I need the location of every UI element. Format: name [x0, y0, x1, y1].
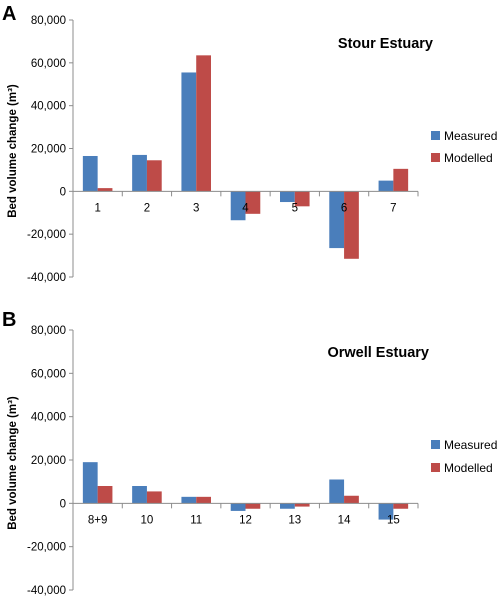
bar-modelled: [245, 503, 261, 509]
bar-measured: [132, 154, 147, 192]
bar-modelled: [393, 168, 409, 192]
legend: Measured Modelled: [431, 129, 497, 165]
y-tick-label: 0: [60, 498, 66, 510]
x-category-label: 12: [239, 514, 252, 526]
x-category-label: 11: [190, 514, 202, 526]
legend-swatch-measured: [431, 131, 440, 140]
x-category-label: 7: [390, 202, 396, 214]
y-tick-label: 80,000: [31, 325, 66, 337]
bar-modelled: [196, 496, 211, 504]
y-tick-label: 20,000: [31, 144, 66, 156]
y-tick-label: 60,000: [31, 368, 66, 380]
x-category-label: 4: [242, 202, 249, 214]
bar-measured: [280, 503, 295, 509]
y-tick-label: 40,000: [31, 101, 66, 113]
bar-measured: [181, 496, 197, 504]
panel-label: B: [2, 309, 16, 331]
chart-title: Orwell Estuary: [327, 345, 429, 361]
bar-measured: [378, 503, 394, 520]
y-tick-label: -40,000: [27, 585, 66, 596]
y-axis-label: Bed volume change (m³): [7, 396, 19, 530]
bar-measured: [181, 72, 197, 192]
legend-swatch-measured: [431, 440, 440, 449]
bar-measured: [82, 462, 98, 504]
bar-modelled: [196, 55, 211, 192]
x-category-label: 14: [338, 514, 351, 526]
bar-modelled: [294, 503, 310, 507]
y-tick-label: 0: [60, 186, 66, 198]
x-category-label: 2: [144, 202, 150, 214]
bar-modelled: [294, 191, 310, 207]
chart-panel-orwell: B Bed volume change (m³) Orwell Estuary …: [2, 309, 497, 596]
bar-measured: [280, 191, 295, 203]
y-axis-label: Bed volume change (m³): [7, 84, 19, 218]
legend-swatch-modelled: [431, 153, 440, 162]
bar-modelled: [97, 188, 113, 192]
legend-label-modelled: Modelled: [444, 151, 493, 165]
x-category-label: 15: [387, 514, 400, 526]
plot-area: -40,000 -20,000 0 20,000 40,000 60,000 80,000 1…: [27, 15, 419, 284]
y-tick-label: -40,000: [27, 272, 66, 284]
bar-measured: [378, 180, 394, 192]
bar-modelled: [146, 491, 162, 504]
bar-modelled: [97, 486, 113, 504]
y-tick-label: 60,000: [31, 58, 66, 70]
bar-modelled: [245, 191, 261, 214]
legend-label-modelled: Modelled: [444, 461, 493, 475]
x-category-label: 1: [94, 202, 100, 214]
bar-modelled: [344, 495, 359, 504]
bar-modelled: [344, 191, 359, 259]
x-category-label: 8+9: [88, 514, 108, 526]
legend: Measured Modelled: [431, 438, 497, 475]
x-category-label: 6: [341, 202, 347, 214]
x-category-label: 13: [288, 514, 301, 526]
bar-measured: [82, 155, 98, 192]
bar-measured: [329, 191, 345, 249]
legend-label-measured: Measured: [444, 438, 497, 452]
x-category-label: 10: [141, 514, 154, 526]
bar-measured: [329, 479, 345, 504]
legend-swatch-modelled: [431, 463, 440, 472]
legend-label-measured: Measured: [444, 129, 497, 143]
bar-modelled: [146, 160, 162, 192]
panel-label: A: [2, 3, 16, 25]
x-category-label: 3: [193, 202, 199, 214]
bar-measured: [230, 191, 246, 221]
plot-area: -40,000 -20,000 0 20,000 40,000 60,000 80,000 8…: [27, 325, 419, 596]
chart-title: Stour Estuary: [338, 36, 433, 52]
y-tick-label: 40,000: [31, 412, 66, 424]
y-tick-label: 20,000: [31, 455, 66, 467]
bar-modelled: [393, 503, 409, 509]
x-category-label: 5: [292, 202, 298, 214]
y-tick-label: -20,000: [27, 542, 66, 554]
y-tick-label: -20,000: [27, 229, 66, 241]
chart-panel-stour: A Bed volume change (m³) Stour Estuary -…: [2, 3, 497, 284]
bar-measured: [132, 486, 147, 504]
y-tick-label: 80,000: [31, 15, 66, 27]
bar-measured: [230, 503, 246, 511]
